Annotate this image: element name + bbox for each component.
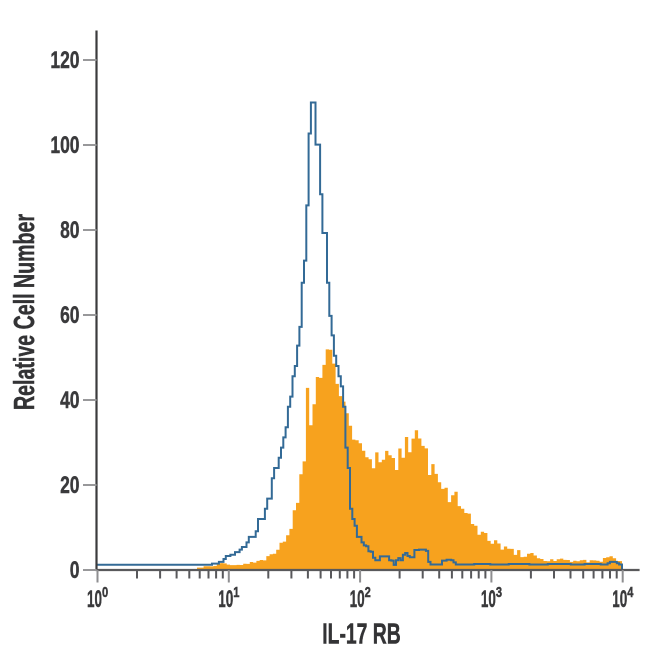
svg-text:103: 103 [481,585,502,613]
svg-text:100: 100 [87,585,108,613]
svg-text:0: 0 [70,557,80,584]
svg-text:60: 60 [60,302,79,329]
svg-text:104: 104 [612,585,633,613]
svg-text:120: 120 [50,47,79,74]
svg-text:102: 102 [350,585,371,613]
svg-text:Relative Cell Number: Relative Cell Number [9,214,41,410]
svg-text:100: 100 [50,132,79,159]
svg-text:20: 20 [60,472,79,499]
svg-text:40: 40 [60,387,79,414]
svg-text:101: 101 [218,585,239,613]
svg-text:IL-17 RB: IL-17 RB [322,619,401,651]
svg-text:80: 80 [60,217,79,244]
